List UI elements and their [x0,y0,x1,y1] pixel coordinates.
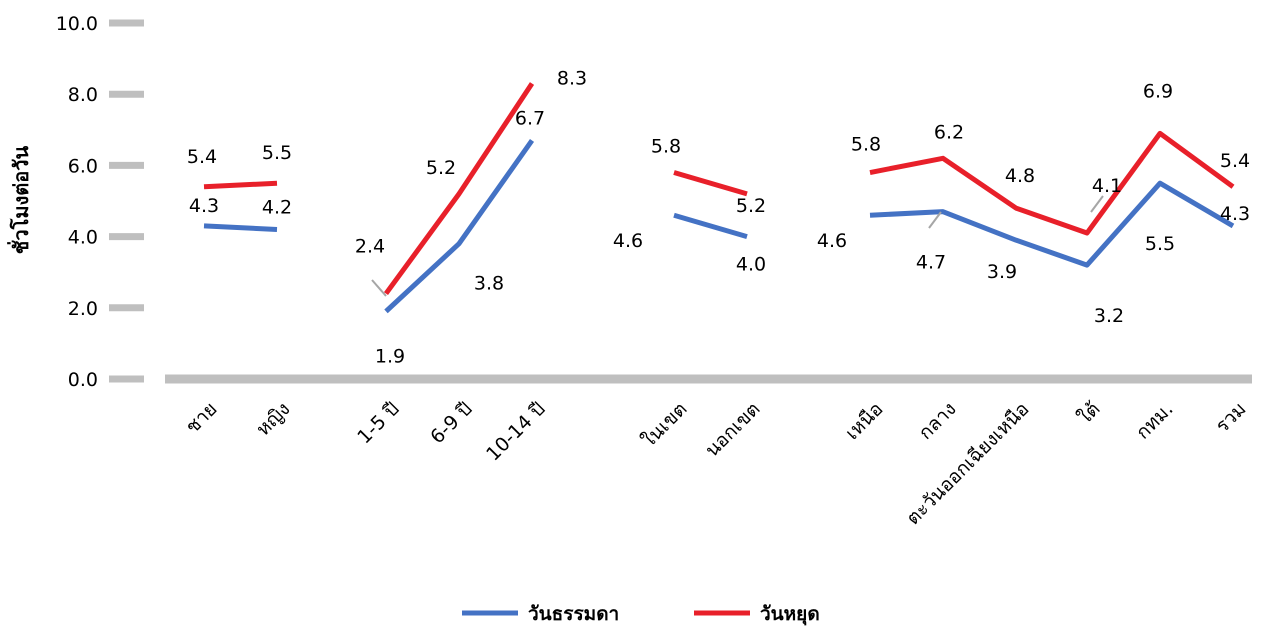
weekday-data-label: 4.6 [613,230,643,252]
holiday-data-label: 8.3 [557,68,587,90]
x-category-label: กลาง [915,398,961,444]
holiday-series-line [203,180,278,190]
leader-lines [371,195,1104,297]
holiday-data-label: 5.8 [851,134,881,156]
holiday-data-label: 5.4 [187,146,217,168]
x-category-label: นอกเขต [701,398,764,461]
holiday-data-label: 4.1 [1092,175,1122,197]
data-labels: 4.3 4.2 1.9 3.8 6.7 4.6 4.0 4.6 4.7 3.9 3.2 5.5 4.3 5… [187,68,1250,368]
holiday-series-line [673,170,748,197]
y-tick-label: 8.0 [68,84,98,106]
weekday-data-label: 3.2 [1094,305,1124,327]
x-category-label: เหนือ [841,398,887,444]
weekday-data-label: 5.5 [1145,233,1175,255]
y-tick-label: 6.0 [68,155,98,177]
series-lines [203,82,1235,314]
holiday-data-label: 4.8 [1005,165,1035,187]
weekday-data-label: 4.7 [916,252,946,274]
holiday-data-label: 5.4 [1220,150,1250,172]
legend: วันธรรมดา วันหยุด [462,603,820,626]
x-axis-category-labels: ชาย หญิง 1-5 ปี 6-9 ปี 10-14 ปี ในเขต นอกเขต เห… [181,398,1250,529]
leader-line [371,279,387,297]
weekday-data-label: 4.3 [1220,203,1250,225]
weekday-data-label: 3.9 [987,261,1017,283]
weekday-data-label: 3.8 [474,273,504,295]
legend-label: วันธรรมดา [528,603,619,625]
y-tick-label: 4.0 [68,227,98,249]
holiday-data-label: 5.2 [736,195,766,217]
weekday-series-line [384,139,535,314]
leader-line [928,211,942,229]
legend-label: วันหยุด [760,603,820,626]
x-category-label: ชาย [181,398,221,438]
y-tick-label: 2.0 [68,298,98,320]
y-axis: 0.0 2.0 4.0 6.0 8.0 10.0 [56,13,144,391]
holiday-data-label: 2.4 [355,236,385,258]
weekday-data-label: 4.0 [736,254,766,276]
holiday-data-label: 5.5 [262,142,292,164]
holiday-series-line [383,82,535,296]
weekday-data-label: 4.6 [817,230,847,252]
x-category-label: 10-14 ปี [482,398,549,465]
weekday-series-line [673,212,748,239]
x-category-label: ตะวันออกเฉียงเหนือ [902,398,1033,529]
holiday-data-label: 6.9 [1143,80,1173,102]
weekday-series-line [869,180,1235,268]
leader-line [1090,195,1104,213]
holiday-data-label: 5.8 [651,136,681,158]
weekday-data-label: 4.2 [262,196,292,218]
holiday-series-line [869,130,1235,236]
weekday-data-label: 1.9 [375,345,405,367]
x-category-label: 1-5 ปี [353,398,403,448]
weekday-data-label: 4.3 [189,195,219,217]
y-tick-label: 10.0 [56,13,98,35]
weekday-data-label: 6.7 [515,107,545,129]
weekday-series-line [203,223,278,232]
x-category-label: ใต้ [1074,398,1105,429]
x-category-label: หญิง [252,398,294,440]
x-category-label: ในเขต [638,398,692,452]
y-axis-title: ชั่วโมงต่อวัน [6,145,33,254]
x-category-label: 6-9 ปี [426,398,476,448]
holiday-data-label: 6.2 [934,121,964,143]
y-tick-label: 0.0 [68,369,98,391]
x-category-label: รวม [1211,398,1250,437]
holiday-data-label: 5.2 [426,157,456,179]
x-category-label: กทม. [1132,398,1178,444]
